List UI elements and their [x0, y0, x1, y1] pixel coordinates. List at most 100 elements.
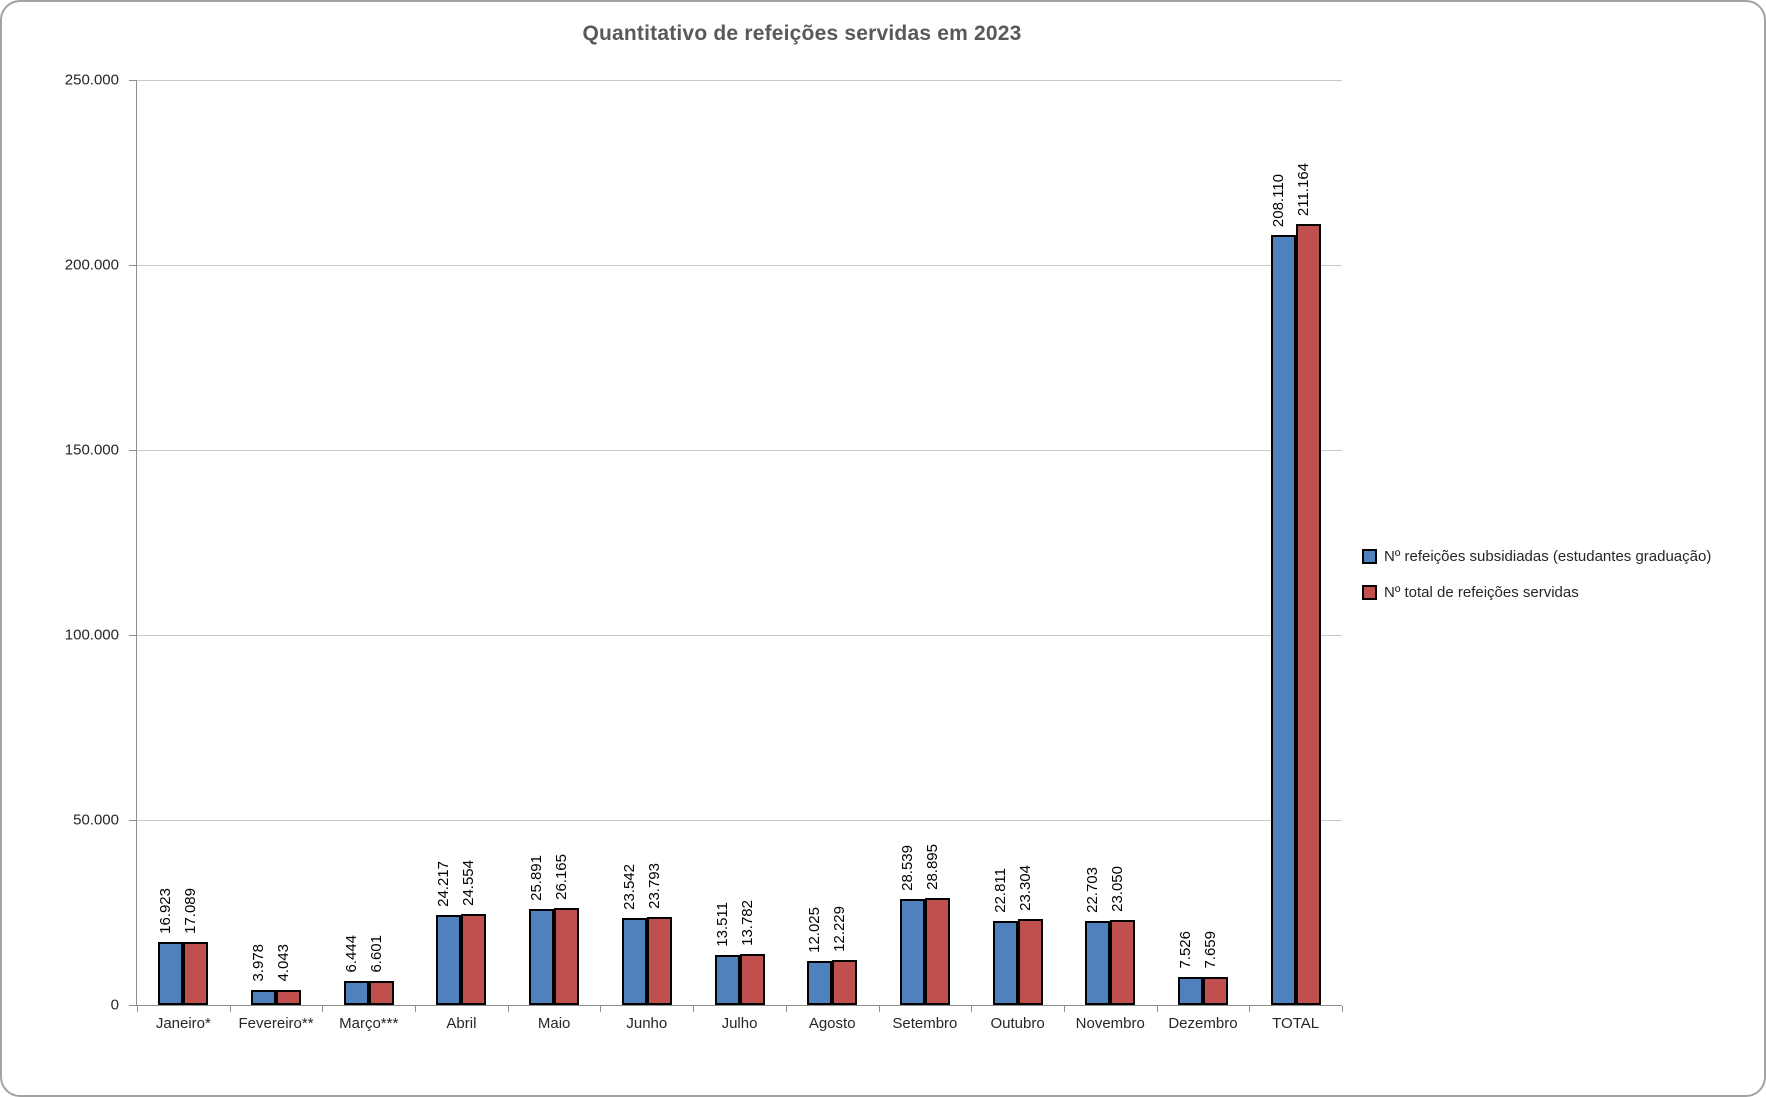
x-axis-tick [971, 1006, 972, 1012]
value-label: 3.978 [250, 944, 267, 982]
legend-label-subsidized: Nº refeições subsidiadas (estudantes gra… [1384, 548, 1712, 565]
x-axis-tick [322, 1006, 323, 1012]
bar-total [740, 954, 765, 1005]
bar-total [1018, 919, 1043, 1005]
x-axis-label: Julho [721, 1015, 758, 1032]
x-axis-label: TOTAL [1272, 1015, 1320, 1032]
value-label: 211.164 [1295, 162, 1312, 216]
x-axis-tick [137, 1006, 138, 1012]
x-axis-tick [1064, 1006, 1065, 1012]
x-axis-tick [230, 1006, 231, 1012]
bar-subsidized [251, 990, 276, 1005]
legend-item-subsidized: Nº refeições subsidiadas (estudantes gra… [1362, 548, 1711, 565]
gridline [137, 265, 1342, 266]
bar-total [647, 917, 672, 1005]
bar-total [1203, 977, 1228, 1005]
y-axis-tick [129, 635, 136, 636]
value-label: 23.542 [621, 864, 638, 910]
value-label: 6.444 [343, 935, 360, 973]
x-axis-label: Maio [537, 1015, 571, 1032]
y-axis-label: 200.000 [64, 256, 119, 274]
y-axis-tick [129, 450, 136, 451]
value-label: 26.165 [553, 854, 570, 900]
value-label: 13.511 [714, 902, 731, 947]
x-axis-tick [1342, 1006, 1343, 1012]
y-axis-tick [129, 820, 136, 821]
x-axis-tick [1249, 1006, 1250, 1012]
x-axis-line [129, 1005, 1342, 1006]
value-label: 13.782 [739, 900, 756, 946]
bar-subsidized [993, 921, 1018, 1005]
x-axis-label: Junho [626, 1015, 668, 1032]
y-axis-tick [129, 1005, 136, 1006]
legend-swatch-subsidized-icon [1362, 549, 1377, 564]
gridline [137, 635, 1342, 636]
x-axis-tick [415, 1006, 416, 1012]
x-axis-tick [508, 1006, 509, 1012]
bar-subsidized [715, 955, 740, 1005]
x-axis-label: Setembro [892, 1015, 958, 1032]
bar-subsidized [622, 918, 647, 1005]
value-label: 28.895 [924, 844, 941, 890]
y-axis-tick [129, 80, 136, 81]
bar-subsidized [158, 942, 183, 1005]
gridline [137, 820, 1342, 821]
x-axis-tick [786, 1006, 787, 1012]
legend-item-total: Nº total de refeições servidas [1362, 584, 1711, 601]
x-axis-label: Agosto [808, 1015, 856, 1032]
bar-total [461, 914, 486, 1005]
bar-total [276, 990, 301, 1005]
value-label: 28.539 [899, 845, 916, 891]
bar-subsidized [344, 981, 369, 1005]
bar-subsidized [1085, 921, 1110, 1005]
x-axis-label: Dezembro [1168, 1015, 1238, 1032]
value-label: 17.089 [182, 888, 199, 934]
bar-subsidized [1271, 235, 1296, 1005]
value-label: 7.526 [1177, 931, 1194, 969]
y-axis-label: 250.000 [64, 71, 119, 89]
value-label: 23.793 [646, 863, 663, 909]
y-axis-line [136, 80, 137, 1005]
x-axis-label: Janeiro* [155, 1015, 211, 1032]
x-axis-tick [1157, 1006, 1158, 1012]
bar-total [369, 981, 394, 1005]
gridline [137, 450, 1342, 451]
value-label: 22.811 [992, 868, 1009, 913]
plot-area: 250.000 200.000 150.000 100.000 50.000 0 Janei… [65, 72, 1343, 1032]
bar-total [183, 942, 208, 1005]
bar-subsidized [529, 909, 554, 1005]
x-axis-tick [879, 1006, 880, 1012]
y-axis-label: 50.000 [73, 811, 119, 829]
bar-subsidized [900, 899, 925, 1005]
bar-total [832, 960, 857, 1005]
bar-subsidized [1178, 977, 1203, 1005]
value-label: 24.554 [460, 860, 477, 906]
gridline [137, 80, 1342, 81]
value-label: 23.304 [1017, 865, 1034, 911]
bar-total [554, 908, 579, 1005]
bar-total [925, 898, 950, 1005]
x-axis-tick [600, 1006, 601, 1012]
legend-label-total: Nº total de refeições servidas [1384, 584, 1579, 601]
y-axis-label: 150.000 [64, 441, 119, 459]
bar-subsidized [436, 915, 461, 1005]
x-axis-tick [693, 1006, 694, 1012]
y-axis-label: 100.000 [64, 626, 119, 644]
value-label: 16.923 [157, 888, 174, 934]
value-label: 208.110 [1270, 173, 1287, 227]
x-axis-label: Abril [446, 1015, 477, 1032]
value-label: 12.025 [806, 907, 823, 953]
bar-total [1296, 224, 1321, 1005]
x-axis-label: Novembro [1075, 1015, 1145, 1032]
x-axis-label: Fevereiro** [238, 1015, 314, 1032]
x-axis-label: Março*** [339, 1015, 399, 1032]
value-label: 7.659 [1202, 931, 1219, 969]
value-label: 4.043 [275, 944, 292, 982]
value-label: 23.050 [1109, 866, 1126, 912]
legend-swatch-total-icon [1362, 585, 1377, 600]
value-label: 25.891 [528, 855, 545, 901]
chart-title: Quantitativo de refeições servidas em 20… [582, 22, 1022, 45]
bar-subsidized [807, 961, 832, 1005]
value-label: 24.217 [435, 861, 452, 907]
